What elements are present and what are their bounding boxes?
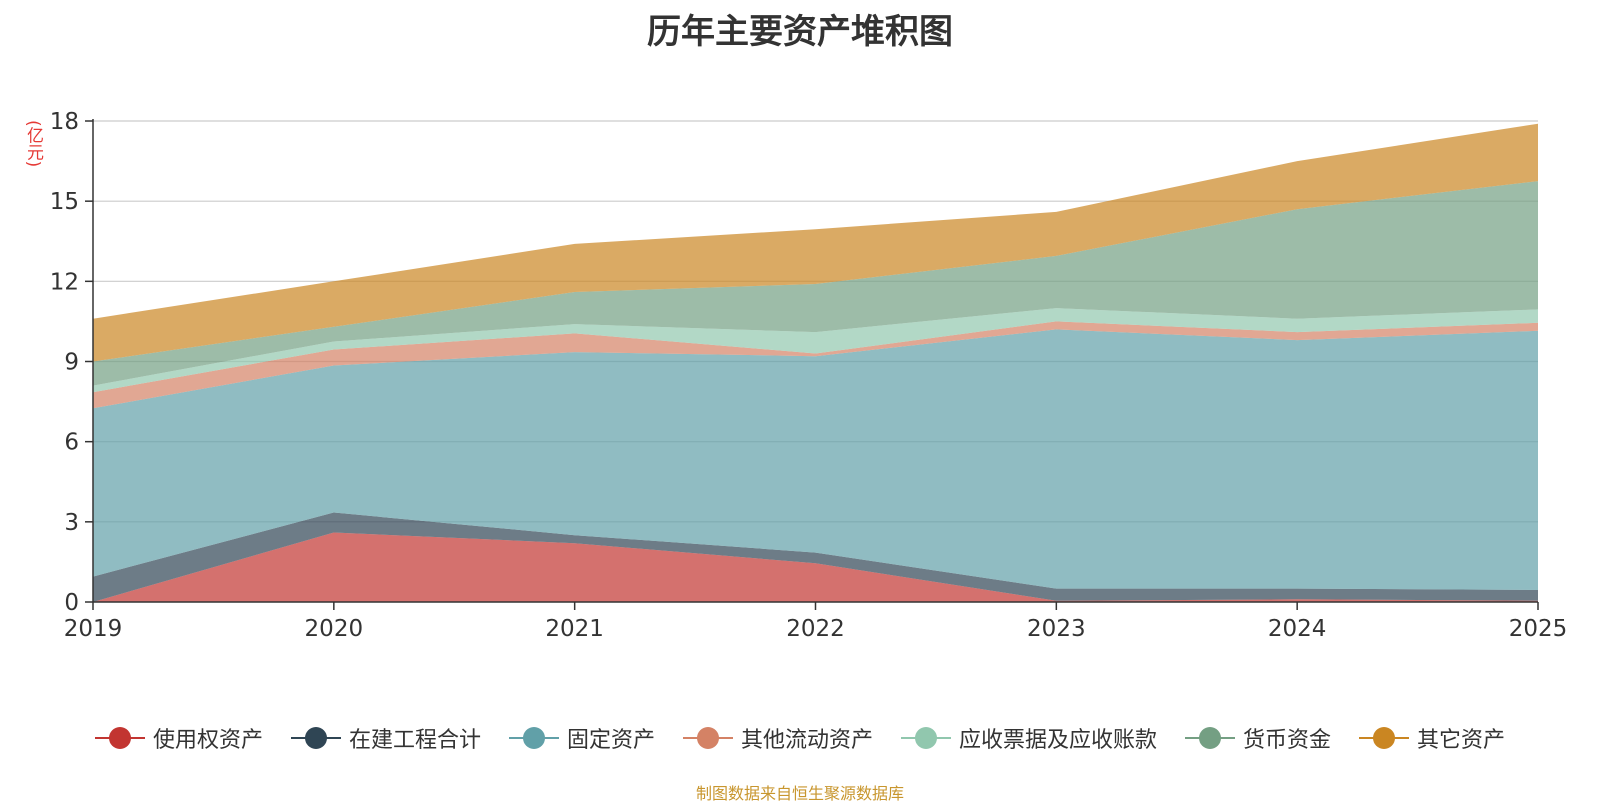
source-note: 制图数据来自恒生聚源数据库 (695, 784, 904, 803)
tick-labels: 0 3 6 9 12 15 18 2019 2020 2021 2022 2023 2024 2025 (50, 109, 1568, 642)
x-tick-label: 2023 (1027, 616, 1086, 642)
y-tick-label: 6 (64, 430, 79, 456)
y-tick-label: 0 (64, 590, 79, 616)
y-tick-label: 15 (50, 189, 79, 215)
legend-marker-icon (901, 725, 951, 751)
legend-marker-icon (508, 725, 559, 751)
x-tick-label: 2020 (305, 616, 364, 642)
legend-label: 其它资产 (1417, 728, 1506, 753)
legend-item[interactable]: 应收票据及应收账款 (901, 722, 1157, 754)
legend: 使用权资产 在建工程合计 固定资产 其他流动资产 应收票据及应收账款 货币资金 其它资产 (0, 718, 1600, 758)
legend-marker-icon (94, 725, 145, 751)
x-tick-label: 2019 (64, 616, 123, 642)
legend-label: 固定资产 (566, 728, 655, 753)
y-tick-label: 18 (50, 109, 79, 135)
legend-item[interactable]: 使用权资产 (94, 722, 263, 754)
legend-label: 其他流动资产 (740, 728, 873, 753)
legend-label: 货币资金 (1243, 728, 1332, 753)
legend-marker-icon (290, 725, 341, 751)
area-series (93, 123, 1538, 602)
legend-item[interactable]: 货币资金 (1185, 722, 1331, 754)
x-tick-label: 2025 (1509, 616, 1568, 642)
y-axis-unit-label: (亿元) (23, 120, 43, 168)
stacked-area-chart: 0 3 6 9 12 15 18 2019 2020 2021 2022 2023 2024 2025 (50, 109, 1568, 642)
y-tick-label: 3 (64, 510, 79, 536)
legend-item[interactable]: 其它资产 (1359, 722, 1505, 754)
x-tick-label: 2021 (545, 616, 604, 642)
legend-label: 使用权资产 (152, 728, 263, 753)
area-1 (93, 512, 1538, 602)
legend-item[interactable]: 在建工程合计 (290, 722, 481, 754)
chart-title: 历年主要资产堆积图 (647, 12, 953, 52)
legend-label: 应收票据及应收账款 (959, 728, 1158, 753)
y-tick-label: 12 (50, 269, 79, 295)
legend-label: 在建工程合计 (348, 728, 481, 753)
legend-marker-icon (682, 725, 733, 751)
area-2 (93, 329, 1538, 590)
x-tick-label: 2024 (1268, 616, 1327, 642)
legend-item[interactable]: 固定资产 (508, 722, 655, 754)
area-3 (93, 321, 1538, 409)
legend-marker-icon (1185, 725, 1236, 751)
area-6 (93, 123, 1538, 362)
legend-item[interactable]: 其他流动资产 (682, 722, 873, 754)
axes (85, 119, 1539, 610)
area-0 (93, 532, 1538, 602)
legend-marker-icon (1359, 725, 1410, 751)
y-tick-label: 9 (64, 350, 79, 376)
area-5 (93, 181, 1538, 386)
area-4 (93, 308, 1538, 393)
x-tick-label: 2022 (786, 616, 845, 642)
